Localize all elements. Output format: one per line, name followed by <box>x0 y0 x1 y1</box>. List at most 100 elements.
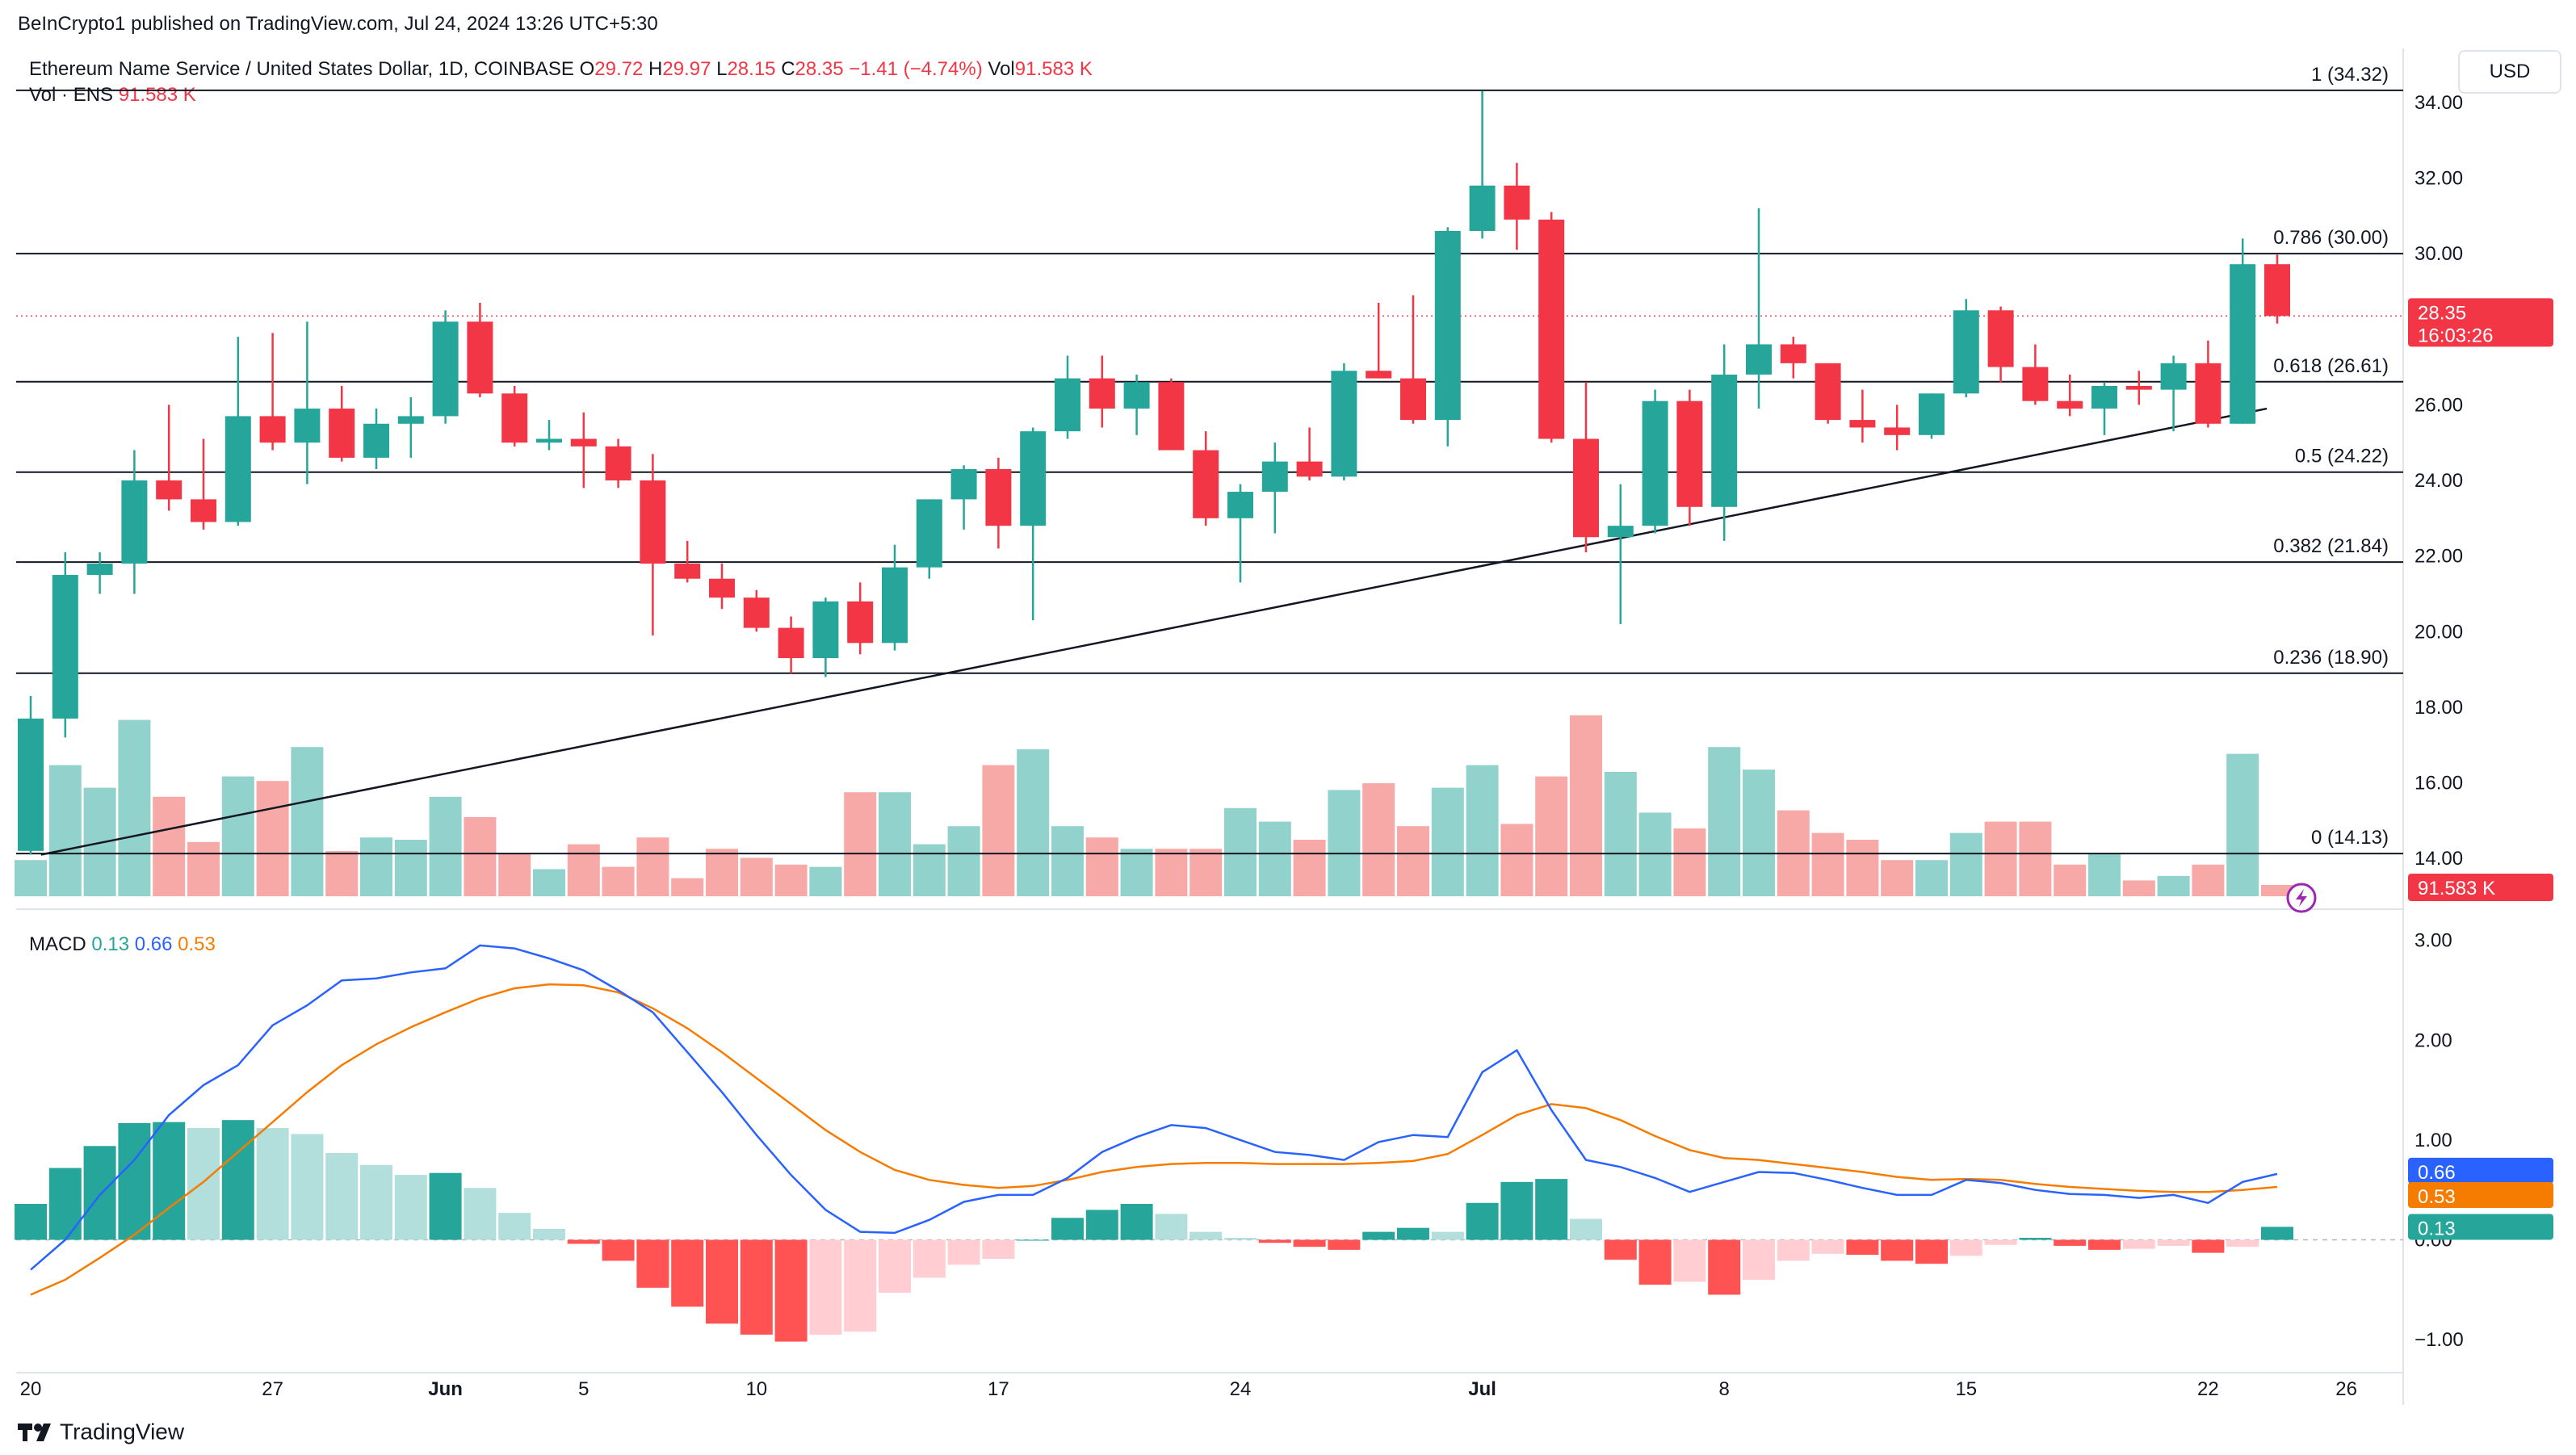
currency-button[interactable]: USD <box>2458 50 2561 94</box>
macd-hist-value: 0.13 <box>91 933 130 955</box>
candle-body <box>224 416 251 522</box>
candle-body <box>674 564 701 579</box>
macd-histogram-bar <box>2226 1239 2259 1247</box>
macd-line <box>30 944 2278 1271</box>
candle <box>1815 363 1841 424</box>
candle-body <box>2160 363 2187 390</box>
candle-body <box>1261 461 1288 493</box>
macd-tick-label: 1.00 <box>2414 1130 2452 1151</box>
candle-body <box>467 321 493 394</box>
macd-histogram-bar <box>1673 1239 1706 1282</box>
candle <box>1953 299 1979 397</box>
fib-label: 1 (34.32) <box>2311 64 2389 86</box>
volume-bar <box>1743 769 1775 896</box>
volume-indicator-label[interactable]: Vol · ENS <box>29 84 114 106</box>
candle <box>191 438 216 530</box>
candle-body <box>1642 400 1668 526</box>
macd-histogram-bar <box>291 1134 324 1240</box>
macd-histogram-bar <box>1466 1202 1499 1240</box>
low-value: 28.15 <box>727 58 776 80</box>
lightning-icon <box>2286 883 2317 913</box>
volume-bar <box>1500 824 1533 896</box>
volume-bar <box>567 844 600 896</box>
candle <box>743 589 770 632</box>
axes: 14.0016.0018.0020.0022.0024.0026.0028.00… <box>20 92 2464 1400</box>
fib-label: 0.5 (24.22) <box>2295 446 2389 468</box>
volume-bar <box>1431 787 1464 896</box>
candle <box>1642 389 1668 534</box>
volume-bar <box>1258 821 1291 896</box>
trendline-group <box>40 407 2268 856</box>
candle-body <box>743 598 770 628</box>
candle-body <box>294 409 321 443</box>
candle <box>432 310 459 424</box>
candle-body <box>1746 344 1772 375</box>
volume-label: Vol <box>988 58 1015 80</box>
volume-bar <box>1189 849 1223 896</box>
macd-histogram-bar <box>2054 1239 2087 1246</box>
last-price-tag-text: 28.35 <box>2418 302 2466 324</box>
time-tick-label: Jul <box>1468 1378 1496 1400</box>
close-value: 28.35 <box>795 58 844 80</box>
fib-label: 0 (14.13) <box>2311 827 2389 849</box>
open-value: 29.72 <box>594 58 644 80</box>
volume-bar <box>221 776 254 896</box>
macd-histogram-bar <box>809 1239 842 1335</box>
volume-bar <box>2122 880 2155 896</box>
candle <box>1296 427 1323 480</box>
candle-body <box>985 468 1012 526</box>
candle <box>985 457 1012 549</box>
macd-histogram-bar <box>153 1122 186 1240</box>
macd-histogram-bar <box>187 1128 220 1240</box>
macd-histogram-bar <box>1362 1231 1395 1240</box>
macd-histogram-bar <box>913 1239 946 1278</box>
macd-histogram-bar <box>602 1239 635 1261</box>
candle <box>1849 389 1876 443</box>
candle-body <box>640 480 666 564</box>
tradingview-logo[interactable]: TradingView <box>16 1418 184 1447</box>
candle-body <box>1193 450 1219 518</box>
macd-histogram-bar <box>1500 1181 1533 1240</box>
macd-histogram-bar <box>844 1239 877 1332</box>
candle-body <box>121 480 148 564</box>
volume-bar <box>1120 849 1153 896</box>
macd-histogram-bar <box>2192 1239 2225 1253</box>
volume-bar <box>1570 715 1602 896</box>
candle-body <box>1538 219 1565 439</box>
candle-body <box>1953 310 1979 394</box>
macd-histogram-bar <box>1638 1239 1672 1285</box>
candle <box>2125 371 2152 405</box>
candle-body <box>156 480 183 500</box>
candle-body <box>397 416 424 424</box>
candle-body <box>1434 231 1461 421</box>
volume-bar <box>2054 864 2087 896</box>
volume-bar <box>2226 753 2259 896</box>
candle-body <box>1089 378 1115 409</box>
time-tick-label: Jun <box>428 1378 463 1400</box>
candle-body <box>950 468 977 500</box>
volume-tag: 91.583 K <box>2408 874 2553 901</box>
candle-body <box>86 564 113 576</box>
candle-body <box>847 601 874 644</box>
macd-histogram-bar <box>774 1239 808 1342</box>
price-tick-label: 16.00 <box>2414 773 2463 795</box>
candle <box>709 564 735 610</box>
macd-histogram-bar <box>360 1164 392 1240</box>
candle <box>1434 227 1461 447</box>
symbol-name[interactable]: Ethereum Name Service / United States Do… <box>29 58 574 80</box>
price-tick-label: 26.00 <box>2414 394 2463 416</box>
macd-tick-label: 3.00 <box>2414 930 2452 952</box>
hist-value-tag-text: 0.13 <box>2418 1218 2456 1239</box>
macd-indicator-label[interactable]: MACD <box>29 933 86 955</box>
macd-histogram-bar <box>1743 1239 1775 1280</box>
price-tick-label: 18.00 <box>2414 697 2463 719</box>
time-tick-label: 20 <box>20 1378 42 1400</box>
volume-bar <box>740 857 773 896</box>
macd-histogram-bar <box>1051 1218 1084 1240</box>
candle <box>536 420 562 451</box>
volume-bar <box>1604 772 1637 896</box>
candle-body <box>2195 363 2221 424</box>
candle-body <box>1573 438 1599 538</box>
